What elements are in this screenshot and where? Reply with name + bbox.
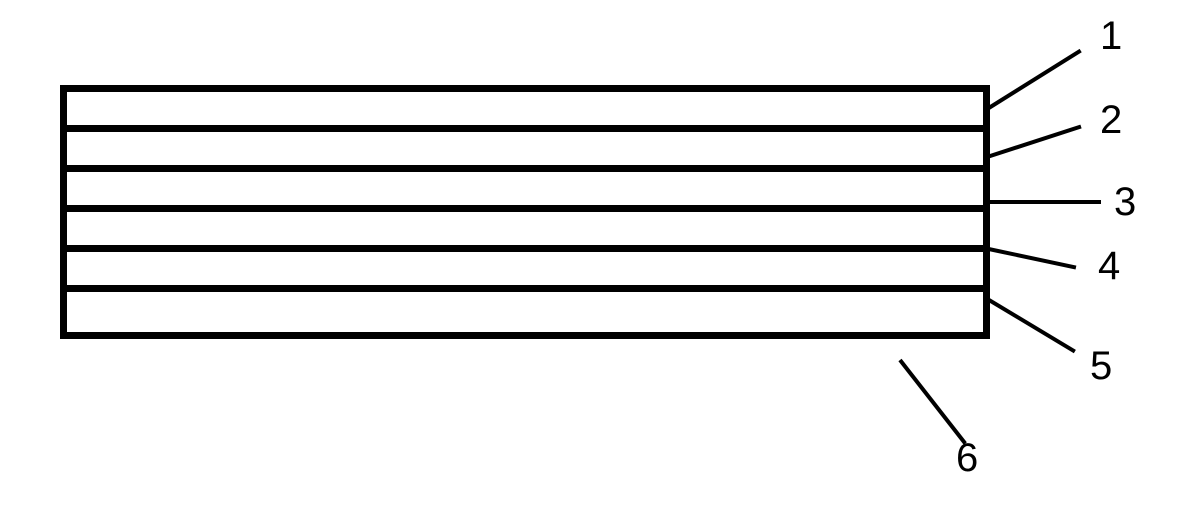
label-2: 2 xyxy=(1100,98,1122,143)
leader-line-6 xyxy=(898,359,966,445)
label-4: 4 xyxy=(1098,244,1120,289)
label-5: 5 xyxy=(1090,344,1112,389)
label-3: 3 xyxy=(1114,180,1136,225)
layer-5 xyxy=(67,252,983,292)
layer-6 xyxy=(67,292,983,332)
layer-stack xyxy=(60,85,990,339)
leader-line-4 xyxy=(984,246,1077,269)
leader-line-2 xyxy=(983,125,1081,160)
label-6: 6 xyxy=(956,436,978,481)
layered-stack-diagram xyxy=(60,85,990,339)
label-1: 1 xyxy=(1100,14,1122,59)
layer-1 xyxy=(67,92,983,132)
layer-4 xyxy=(67,212,983,252)
leader-line-3 xyxy=(984,200,1101,204)
layer-3 xyxy=(67,172,983,212)
leader-line-1 xyxy=(983,49,1082,113)
layer-2 xyxy=(67,132,983,172)
leader-line-5 xyxy=(983,295,1076,353)
